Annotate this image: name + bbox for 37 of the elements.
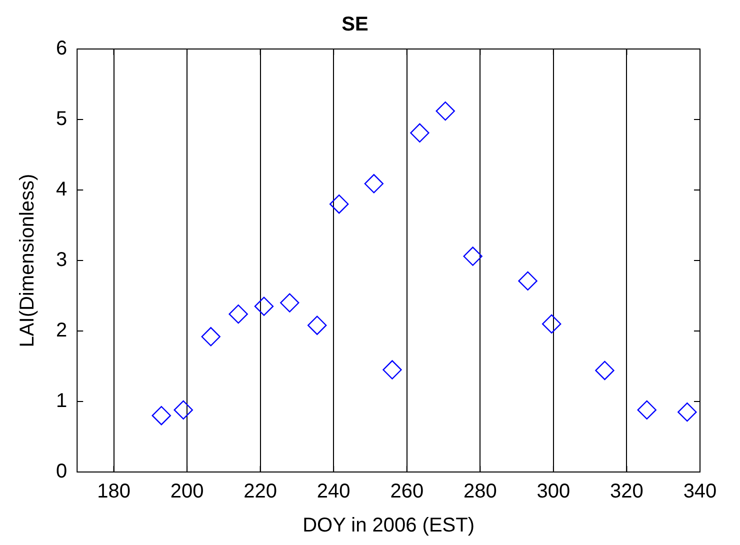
point (280, 293, 300, 312)
x-tick-label: 180 (97, 480, 130, 503)
x-tick-label: 260 (390, 480, 424, 503)
x-tick-label: 320 (610, 480, 644, 503)
point (463, 246, 482, 266)
point (678, 402, 697, 422)
point (254, 296, 274, 316)
y-tick-label: 6 (56, 38, 68, 60)
y-tick-label: 0 (56, 460, 68, 483)
point (228, 304, 248, 324)
x-axis-title: DOY in 2006 (EST) (302, 514, 475, 537)
x-tick-label: 300 (536, 480, 570, 503)
point (518, 271, 538, 291)
x-tick-label: 280 (463, 480, 497, 503)
point (382, 360, 402, 380)
point (152, 406, 171, 426)
y-tick-label: 5 (56, 108, 68, 130)
x-tick-label: 200 (170, 480, 204, 503)
y-tick-label: 3 (56, 249, 68, 272)
point (201, 327, 220, 346)
y-axis-title: LAI(Dimensionless) (16, 174, 39, 348)
x-tick-label: 220 (244, 480, 278, 503)
point (308, 316, 327, 335)
point (330, 194, 349, 214)
x-tick-label: 340 (683, 480, 717, 503)
y-tick-label: 2 (56, 320, 68, 342)
y-tick-label: 4 (56, 178, 68, 201)
point (637, 400, 656, 420)
chart-title: SE (342, 14, 368, 36)
point (174, 400, 193, 420)
point (595, 360, 614, 380)
point (410, 123, 430, 142)
point (364, 174, 384, 194)
point (436, 101, 455, 121)
x-tick-label: 240 (316, 480, 350, 503)
point (542, 314, 562, 334)
y-tick-label: 1 (56, 390, 68, 412)
